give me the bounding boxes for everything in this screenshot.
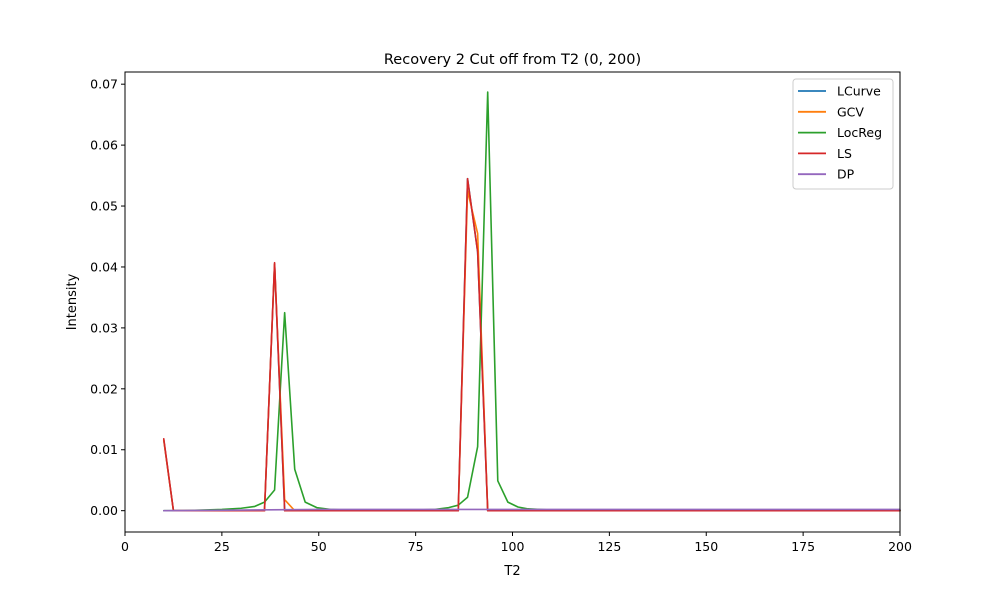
y-tick-label: 0.03 — [90, 320, 118, 335]
x-axis: 0 25 50 75 100 125 150 175 200 — [121, 532, 912, 554]
x-tick-label: 75 — [408, 539, 424, 554]
y-axis: 0.00 0.01 0.02 0.03 0.04 0.05 0.06 0.07 — [90, 77, 125, 518]
chart-title: Recovery 2 Cut off from T2 (0, 200) — [384, 52, 641, 68]
legend-label-lcurve: LCurve — [837, 84, 881, 99]
x-tick-label: 50 — [311, 539, 327, 554]
legend-label-gcv: GCV — [837, 104, 864, 119]
y-tick-label: 0.04 — [90, 259, 118, 274]
x-tick-label: 200 — [888, 539, 912, 554]
y-axis-label: Intensity — [65, 273, 80, 330]
x-axis-label: T2 — [503, 564, 520, 579]
series-line-dp — [162, 508, 901, 512]
x-tick-label: 25 — [214, 539, 230, 554]
x-tick-label: 150 — [694, 539, 718, 554]
x-tick-label: 0 — [121, 539, 129, 554]
y-tick-label: 0.01 — [90, 442, 118, 457]
legend-label-dp: DP — [837, 167, 855, 182]
y-tick-label: 0.00 — [90, 503, 118, 518]
y-tick-label: 0.02 — [90, 381, 118, 396]
legend-box — [792, 78, 894, 190]
legend-label-locreg: LocReg — [837, 125, 882, 140]
x-tick-label: 175 — [791, 539, 815, 554]
x-tick-label: 125 — [597, 539, 621, 554]
series-layer — [162, 91, 901, 512]
x-tick-label: 100 — [501, 539, 525, 554]
y-tick-label: 0.05 — [90, 199, 118, 214]
y-tick-label: 0.06 — [90, 138, 118, 153]
legend-label-ls: LS — [837, 146, 852, 161]
y-tick-label: 0.07 — [90, 77, 118, 92]
legend: LCurve GCV LocReg LS DP — [792, 78, 894, 190]
